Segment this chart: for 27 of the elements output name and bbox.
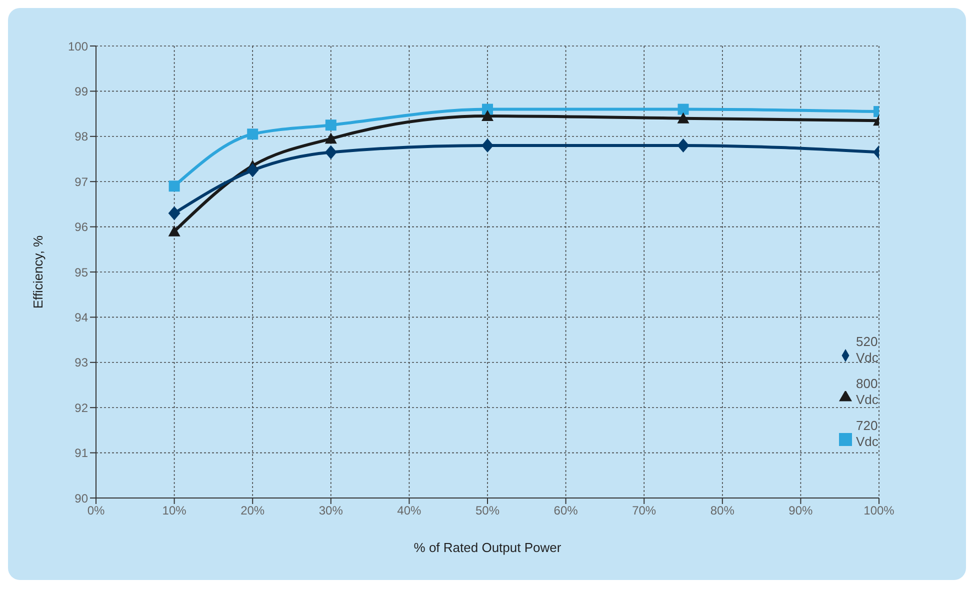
x-tick-label: 30% xyxy=(318,504,344,518)
y-tick-label: 96 xyxy=(74,220,88,234)
y-tick-label: 93 xyxy=(74,356,88,370)
y-tick-label: 91 xyxy=(74,446,88,460)
x-tick-label: 100% xyxy=(864,504,895,518)
x-tick-label: 10% xyxy=(162,504,187,518)
x-tick-label: 70% xyxy=(632,504,656,518)
legend-label: 720 Vdc xyxy=(856,418,880,450)
x-tick-label: 40% xyxy=(397,504,422,518)
legend-label: 520 Vdc xyxy=(856,334,880,366)
y-tick-label: 95 xyxy=(74,265,88,280)
y-tick-label: 99 xyxy=(74,84,88,98)
y-tick-label: 98 xyxy=(74,130,88,144)
y-tick-label: 90 xyxy=(74,491,88,506)
y-tick-label: 100 xyxy=(68,39,88,54)
y-tick-label: 92 xyxy=(74,400,88,415)
x-tick-label: 20% xyxy=(240,504,265,518)
x-tick-label: 60% xyxy=(554,504,578,518)
x-tick-label: 80% xyxy=(710,504,735,518)
x-tick-label: 0% xyxy=(87,504,105,518)
x-tick-label: 50% xyxy=(475,504,500,518)
y-tick-label: 94 xyxy=(74,310,88,324)
legend-label: 800 Vdc xyxy=(856,376,880,408)
x-tick-label: 90% xyxy=(788,504,814,518)
y-axis-title: Efficiency, % xyxy=(30,234,46,309)
y-tick-label: 97 xyxy=(74,174,88,189)
x-axis-title: % of Rated Output Power xyxy=(414,540,562,555)
